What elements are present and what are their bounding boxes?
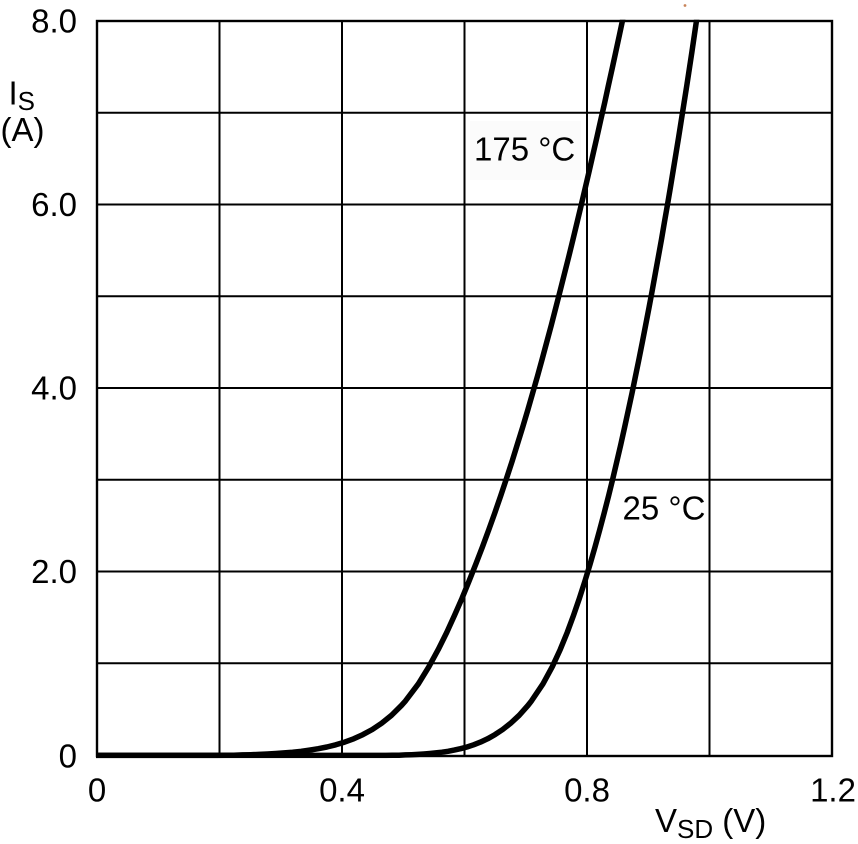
svg-text:0.8: 0.8 xyxy=(564,772,610,809)
svg-text:0: 0 xyxy=(88,772,106,809)
svg-text:VSD (V): VSD (V) xyxy=(655,802,766,844)
svg-text:25 °C: 25 °C xyxy=(623,490,706,527)
svg-text:4.0: 4.0 xyxy=(31,370,77,407)
svg-text:175 °C: 175 °C xyxy=(474,131,575,168)
svg-text:(A): (A) xyxy=(1,111,45,148)
svg-text:6.0: 6.0 xyxy=(31,186,77,223)
svg-text:0.4: 0.4 xyxy=(319,772,365,809)
svg-text:1.2: 1.2 xyxy=(810,772,856,809)
svg-text:8.0: 8.0 xyxy=(31,3,77,40)
svg-text:0: 0 xyxy=(59,738,77,775)
svg-text:2.0: 2.0 xyxy=(31,553,77,590)
